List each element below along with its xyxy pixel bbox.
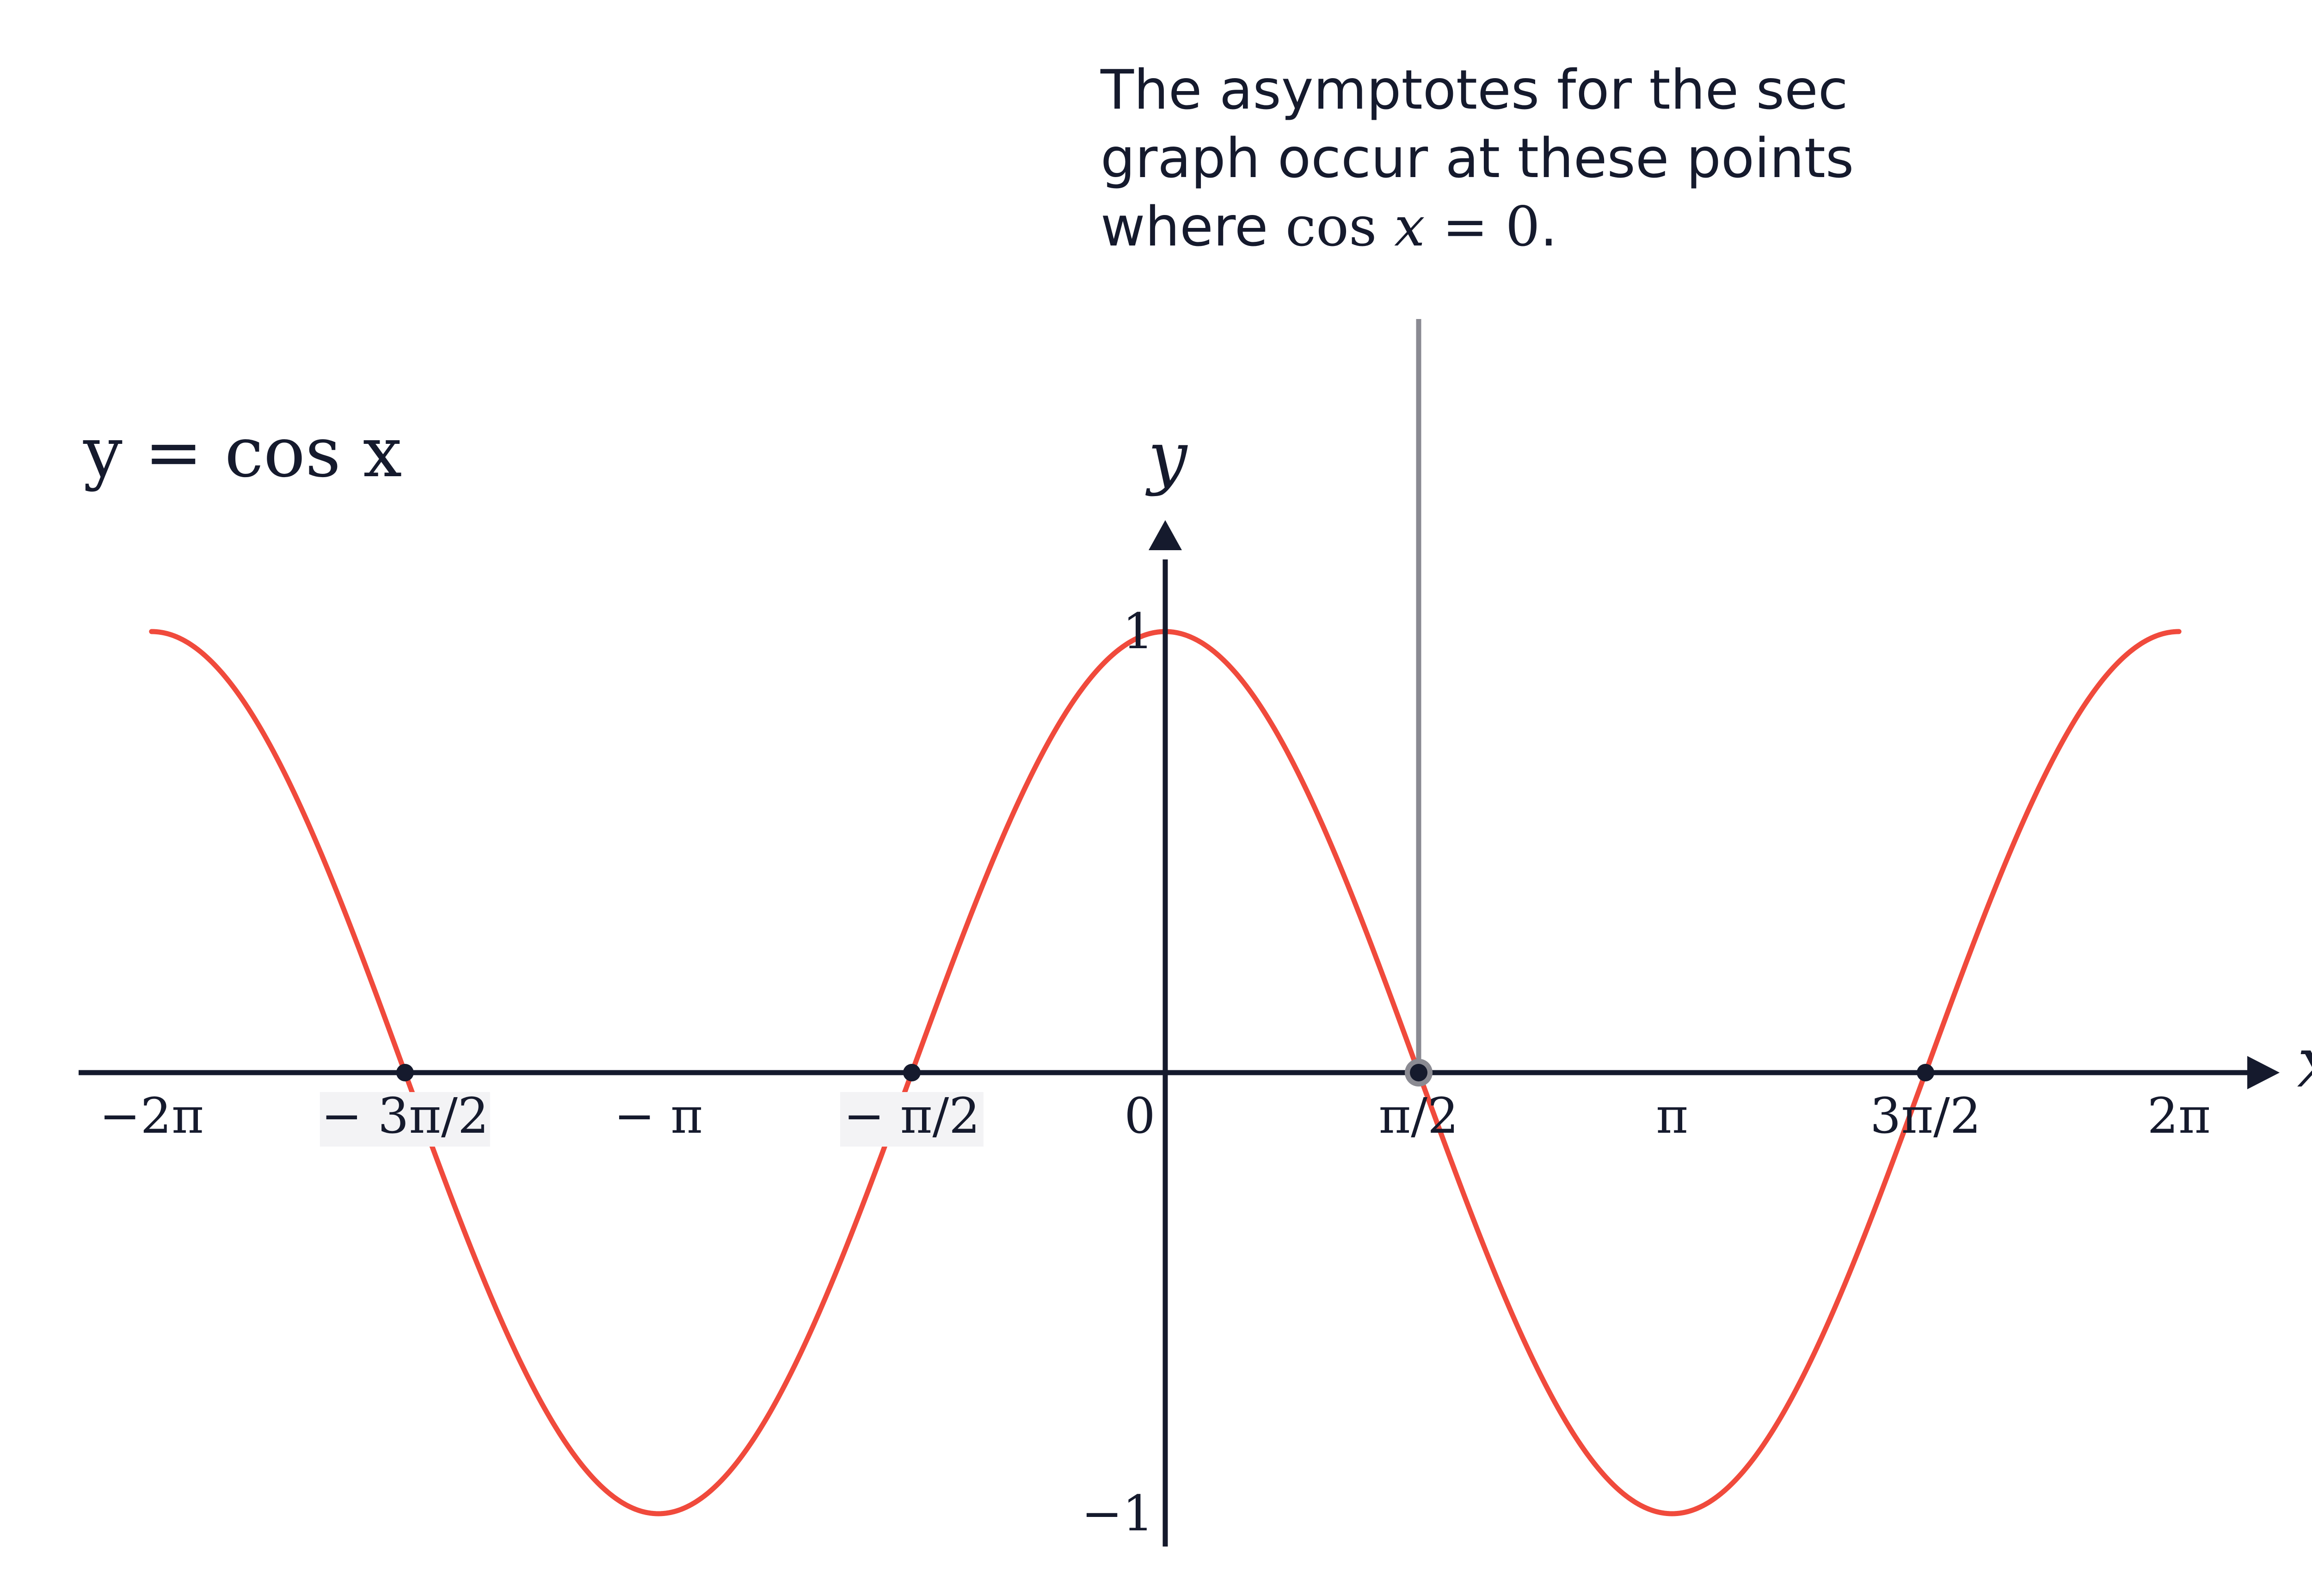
x-tick-label-4: 0 bbox=[1124, 1087, 1155, 1144]
annotation-line-1: The asymptotes for the sec bbox=[1101, 58, 1848, 122]
annotation-cos: cos bbox=[1285, 195, 1395, 258]
x-tick-label-1: − 3π/2 bbox=[321, 1087, 489, 1144]
x-tick-label-bg-3 bbox=[840, 1092, 984, 1147]
x-tick-label-5: π/2 bbox=[1379, 1087, 1459, 1144]
x-tick-label-6: π bbox=[1656, 1087, 1688, 1144]
zero-point-0 bbox=[396, 1064, 414, 1081]
zero-point-1 bbox=[903, 1064, 921, 1081]
x-axis-arrow bbox=[2247, 1056, 2280, 1089]
annotation-equals-zero: = 0 bbox=[1425, 195, 1540, 258]
x-axis-label: x bbox=[2297, 1023, 2312, 1103]
annotation-period: . bbox=[1540, 195, 1558, 258]
y-axis-label: y bbox=[1145, 417, 1188, 497]
y-tick-label-1: −1 bbox=[1082, 1485, 1154, 1542]
x-tick-label-0: −2π bbox=[99, 1087, 204, 1144]
x-tick-label-7: 3π/2 bbox=[1870, 1087, 1981, 1144]
chart-title: y = cos x bbox=[83, 412, 402, 493]
x-tick-label-2: − π bbox=[614, 1087, 703, 1144]
y-axis-arrow bbox=[1149, 520, 1182, 550]
highlight-point bbox=[1410, 1064, 1428, 1081]
zero-point-3 bbox=[1917, 1064, 1935, 1081]
annotation-where: where bbox=[1101, 195, 1285, 258]
annotation-x: x bbox=[1394, 195, 1425, 258]
x-tick-label-3: − π/2 bbox=[843, 1087, 980, 1144]
x-tick-label-8: 2π bbox=[2147, 1087, 2211, 1144]
y-tick-label-0: 1 bbox=[1123, 603, 1154, 660]
asymptote-annotation: The asymptotes for the sec graph occur a… bbox=[1101, 55, 1854, 261]
annotation-line-3: where cos x = 0. bbox=[1101, 192, 1854, 261]
x-tick-label-bg-1 bbox=[320, 1092, 490, 1147]
annotation-line-2: graph occur at these points bbox=[1101, 126, 1854, 190]
